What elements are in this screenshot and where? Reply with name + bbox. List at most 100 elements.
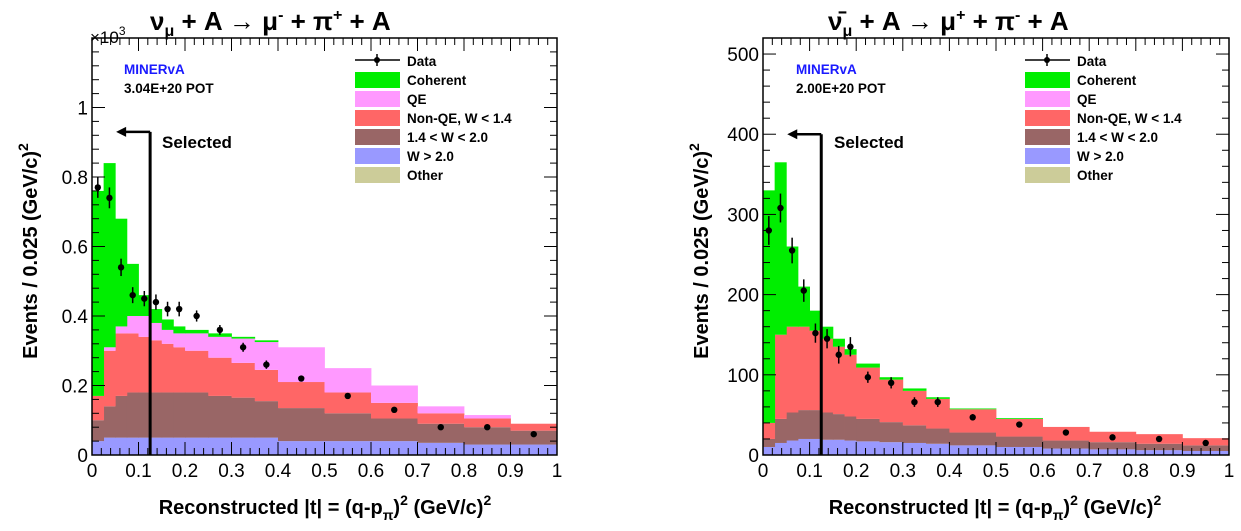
left-bar-1-4-w-2-0 — [208, 395, 232, 438]
right-bar-1-4-w-2-0 — [856, 418, 880, 442]
right-data-point — [788, 247, 796, 254]
right-x-tick-label: 0.1 — [796, 461, 822, 482]
right-bar-1-4-w-2-0 — [879, 422, 904, 443]
right-data-point — [1202, 439, 1209, 447]
left-bar-w-2-0 — [173, 437, 186, 455]
left-data-point — [216, 326, 224, 334]
right-data-point — [911, 398, 918, 406]
left-bar-non-qe-w-1-4 — [208, 357, 232, 396]
left-data-point — [117, 264, 125, 271]
left-legend-label: 1.4 < W < 2.0 — [407, 130, 488, 145]
left-x-tick-label: 0.1 — [125, 461, 151, 482]
right-x-tick-label: 1 — [1224, 461, 1235, 482]
left-bar-w-2-0 — [92, 441, 105, 455]
left-chart: νμ + A → μ- + π+ + A ×103 0 0.2 0.4 0.6 0.8 1… — [15, 6, 562, 523]
right-bar-1-4-w-2-0 — [797, 410, 810, 439]
right-bar-w-2-0 — [786, 440, 799, 455]
right-chart-title: ν̄μ + A → μ+ + π- + A — [828, 6, 1069, 40]
left-bar-w-2-0 — [115, 437, 128, 455]
right-data-point — [765, 227, 773, 234]
left-bar-non-qe-w-1-4 — [510, 423, 558, 431]
left-bar-w-2-0 — [208, 437, 232, 455]
left-bar-coherent — [161, 319, 174, 330]
left-bar-qe — [185, 333, 209, 351]
left-bar-qe — [173, 333, 186, 348]
right-bar-w-2-0 — [763, 446, 776, 455]
left-data-point — [193, 312, 200, 320]
left-bar-1-4-w-2-0 — [371, 418, 418, 442]
right-y-tick-label: 500 — [727, 45, 759, 66]
right-legend: Data Coherent QE Non-QE, W < 1.4 1.4 < W < 2… — [1025, 54, 1182, 183]
right-bar-coherent — [797, 286, 810, 327]
left-bar-non-qe-w-1-4 — [324, 392, 372, 414]
left-legend-swatch — [355, 91, 400, 107]
right-bar-1-4-w-2-0 — [926, 428, 950, 444]
left-bar-w-2-0 — [510, 444, 558, 455]
right-cut-arrow-head — [787, 129, 798, 140]
right-legend-swatch — [1025, 91, 1070, 107]
left-x-tick-label: 0.2 — [172, 461, 198, 482]
right-data-point — [1155, 435, 1163, 443]
left-bar-1-4-w-2-0 — [173, 392, 186, 438]
right-bar-coherent — [902, 388, 927, 391]
left-bar-qe — [417, 406, 465, 414]
left-pot-label: 3.04E+20 POT — [124, 81, 214, 96]
right-bar-coherent — [774, 162, 787, 335]
right-data-point — [1062, 429, 1070, 436]
left-bar-1-4-w-2-0 — [150, 392, 163, 438]
left-selected-label: Selected — [162, 133, 232, 152]
right-data-point — [969, 414, 976, 421]
left-bar-non-qe-w-1-4 — [126, 333, 139, 393]
left-bar-w-2-0 — [185, 437, 209, 455]
left-data-point — [141, 295, 148, 302]
right-plot-area: 0 100 200 300 400 500 0 0.1 0.2 0.3 0.4 0.5 0.6 0.7 0.… — [727, 37, 1235, 482]
left-x-tick-label: 0 — [87, 461, 98, 482]
left-y-tick-label: 0.6 — [62, 238, 88, 259]
left-bar-1-4-w-2-0 — [103, 406, 116, 438]
left-chart-title: νμ + A → μ- + π+ + A — [150, 6, 391, 40]
left-bar-1-4-w-2-0 — [417, 423, 465, 443]
right-x-tick-label: 0 — [758, 461, 769, 482]
right-bar-coherent — [786, 246, 799, 327]
right-bar-1-4-w-2-0 — [832, 414, 845, 440]
right-bar-coherent — [856, 363, 880, 368]
right-bar-coherent — [949, 408, 997, 410]
right-legend-swatch — [1025, 148, 1070, 164]
right-bar-w-2-0 — [1182, 450, 1230, 455]
left-bar-1-4-w-2-0 — [126, 392, 139, 438]
right-bar-w-2-0 — [774, 442, 787, 455]
right-legend-label: 1.4 < W < 2.0 — [1077, 130, 1158, 145]
left-bar-1-4-w-2-0 — [115, 395, 128, 438]
right-bar-1-4-w-2-0 — [844, 416, 857, 441]
left-bar-non-qe-w-1-4 — [278, 382, 325, 409]
right-bar-w-2-0 — [797, 438, 810, 455]
left-bar-non-qe-w-1-4 — [92, 395, 105, 421]
right-y-tick-label: 300 — [727, 205, 759, 226]
right-bar-1-4-w-2-0 — [786, 412, 799, 441]
right-x-tick-label: 0.4 — [936, 461, 963, 482]
right-bar-non-qe-w-1-4 — [879, 379, 904, 423]
right-legend-data-marker — [1044, 57, 1050, 63]
left-bar-w-2-0 — [231, 437, 256, 455]
left-data-point — [164, 305, 171, 313]
left-bar-coherent — [173, 326, 186, 334]
right-bar-non-qe-w-1-4 — [774, 334, 787, 419]
right-bar-w-2-0 — [844, 440, 857, 455]
left-legend: Data Coherent QE Non-QE, W < 1.4 1.4 < W < 2… — [355, 54, 512, 183]
right-y-axis-title: Events / 0.025 (GeV/c)2 — [686, 143, 713, 359]
left-legend-label: W > 2.0 — [407, 149, 454, 164]
right-legend-label: QE — [1077, 92, 1097, 107]
left-bar-1-4-w-2-0 — [138, 392, 151, 438]
left-bar-qe — [371, 385, 418, 403]
right-bar-non-qe-w-1-4 — [844, 354, 857, 417]
left-bar-coherent — [231, 336, 256, 339]
left-bar-1-4-w-2-0 — [254, 401, 279, 438]
left-bar-w-2-0 — [161, 437, 174, 455]
right-bar-non-qe-w-1-4 — [786, 326, 799, 413]
left-bar-qe — [161, 329, 174, 344]
right-legend-label: Non-QE, W < 1.4 — [1077, 111, 1182, 126]
left-x-tick-label: 0.6 — [358, 461, 384, 482]
left-bar-1-4-w-2-0 — [510, 430, 558, 445]
left-bar-non-qe-w-1-4 — [417, 413, 465, 424]
